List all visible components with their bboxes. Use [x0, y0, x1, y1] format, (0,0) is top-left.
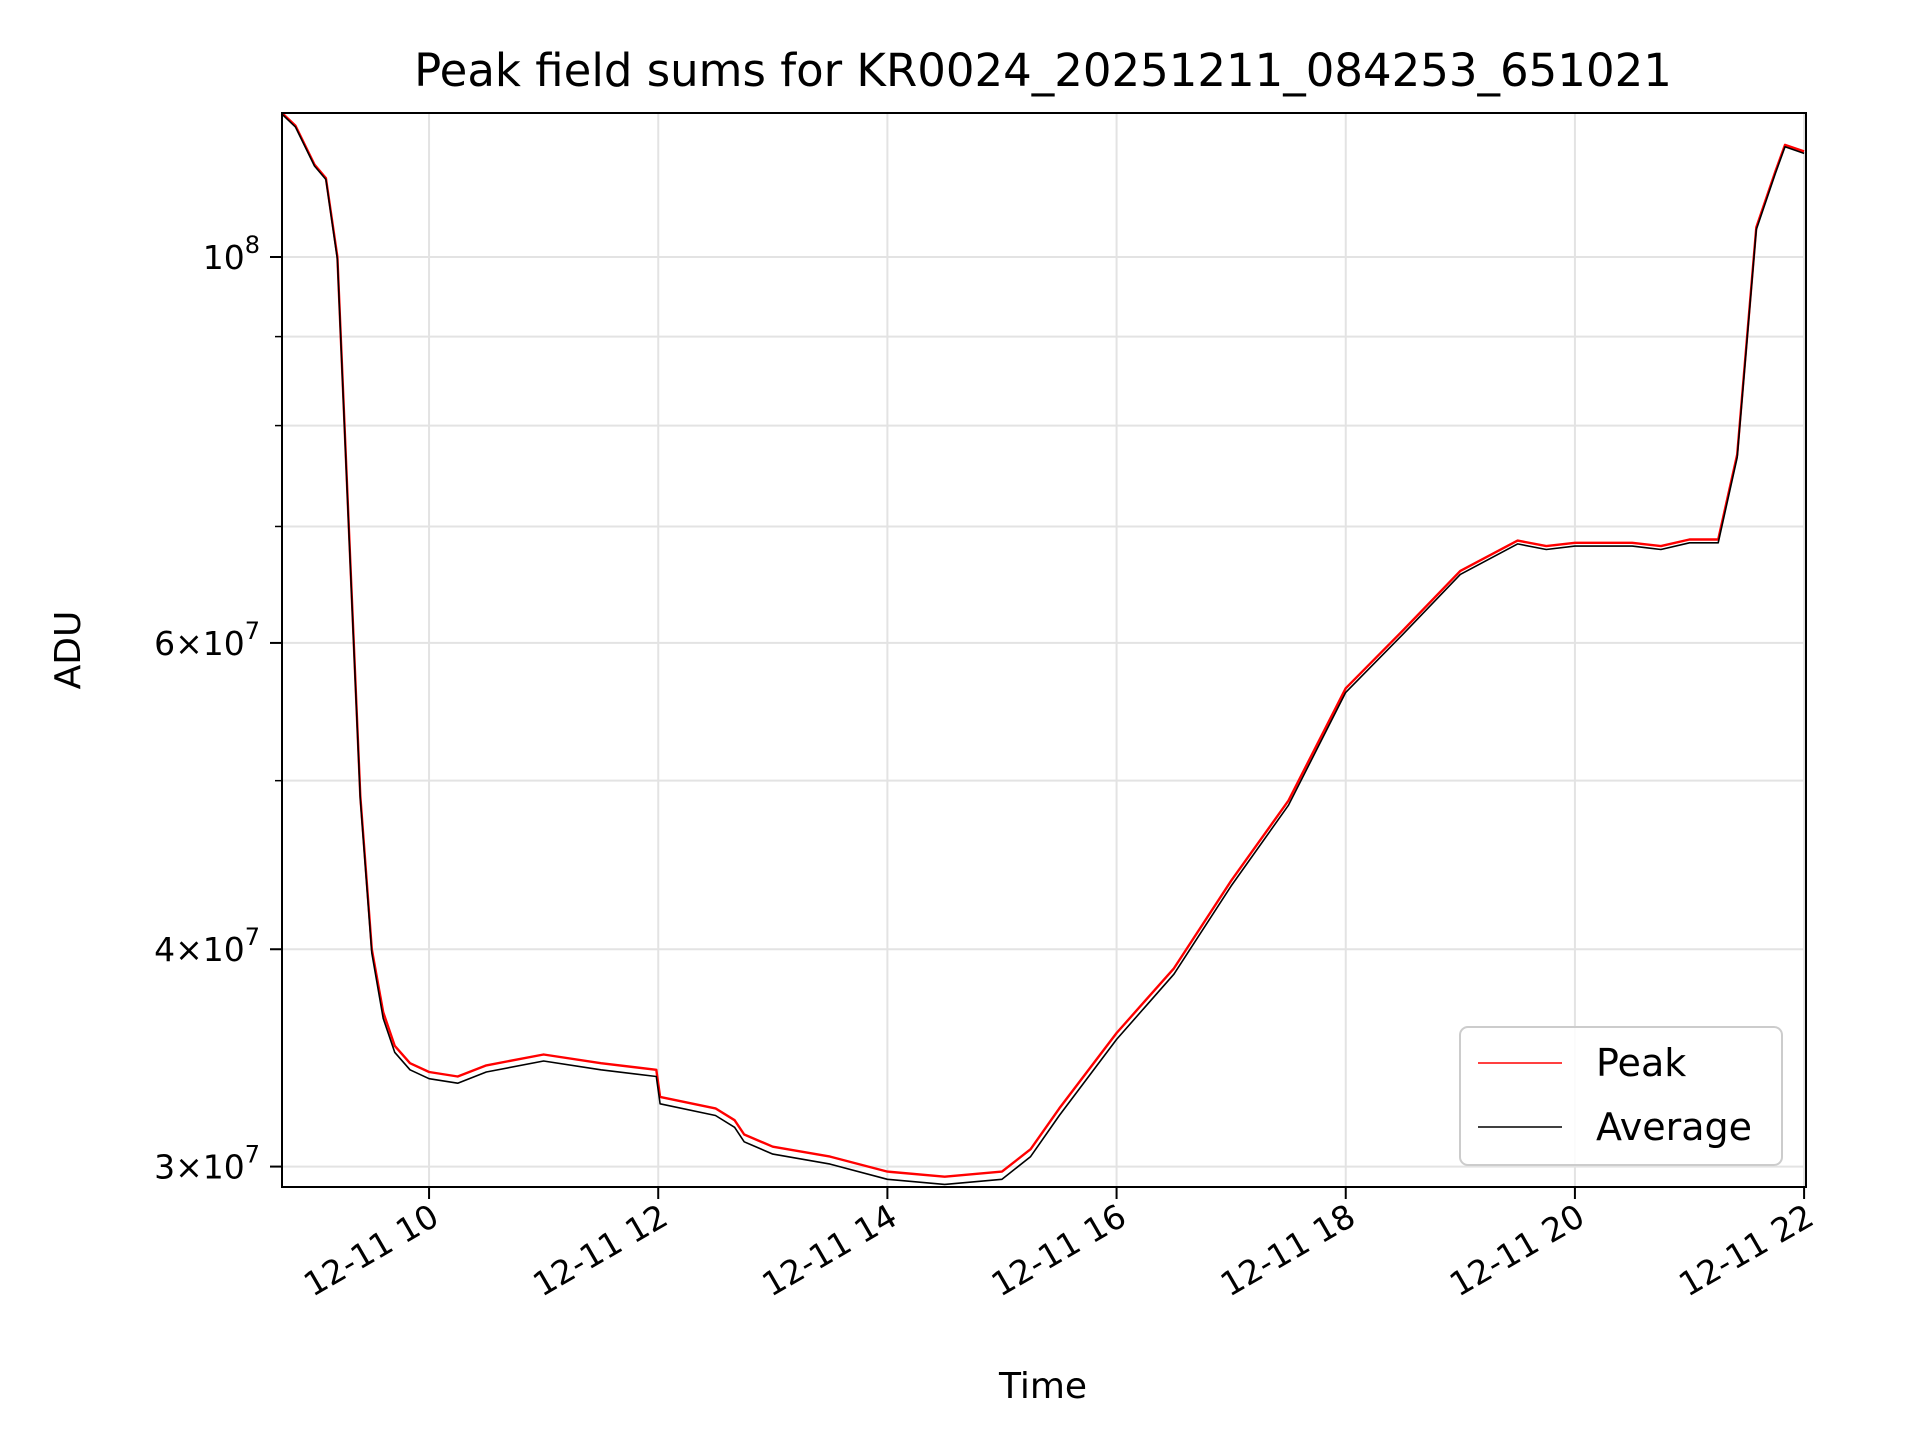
legend-label-peak: Peak — [1596, 1041, 1686, 1085]
series-line-peak — [281, 112, 1805, 1178]
y-tick-exponent: 7 — [245, 617, 260, 645]
legend-box — [1459, 1026, 1783, 1166]
y-tick-label: 3×107 — [154, 1141, 260, 1187]
plot-frame — [281, 112, 1807, 1188]
x-axis-label: Time — [998, 1366, 1087, 1407]
legend-label-average: Average — [1596, 1105, 1752, 1149]
y-tick-base: 3 — [154, 1148, 175, 1187]
y-tick-ten: 10 — [203, 238, 245, 277]
y-tick-times: ×10 — [175, 930, 245, 969]
y-tick-exponent: 7 — [245, 1141, 260, 1169]
series-lines — [281, 112, 1805, 1186]
y-tick-base: 4 — [154, 930, 175, 969]
y-tick-label: 6×107 — [154, 617, 260, 663]
legend: Peak Average — [1459, 1026, 1783, 1166]
chart-title: Peak field sums for KR0024_20251211_0842… — [414, 44, 1672, 97]
y-tick-exponent: 8 — [245, 231, 260, 259]
y-tick-times: ×10 — [175, 1148, 245, 1187]
grid — [282, 113, 1806, 1187]
y-tick-label: 108 — [203, 231, 260, 277]
y-tick-label: 4×107 — [154, 923, 260, 969]
y-tick-exponent: 7 — [245, 923, 260, 951]
y-tick-base: 6 — [154, 624, 175, 663]
y-axis-label: ADU — [48, 611, 89, 690]
y-tick-times: ×10 — [175, 624, 245, 663]
series-line-average — [281, 113, 1805, 1186]
